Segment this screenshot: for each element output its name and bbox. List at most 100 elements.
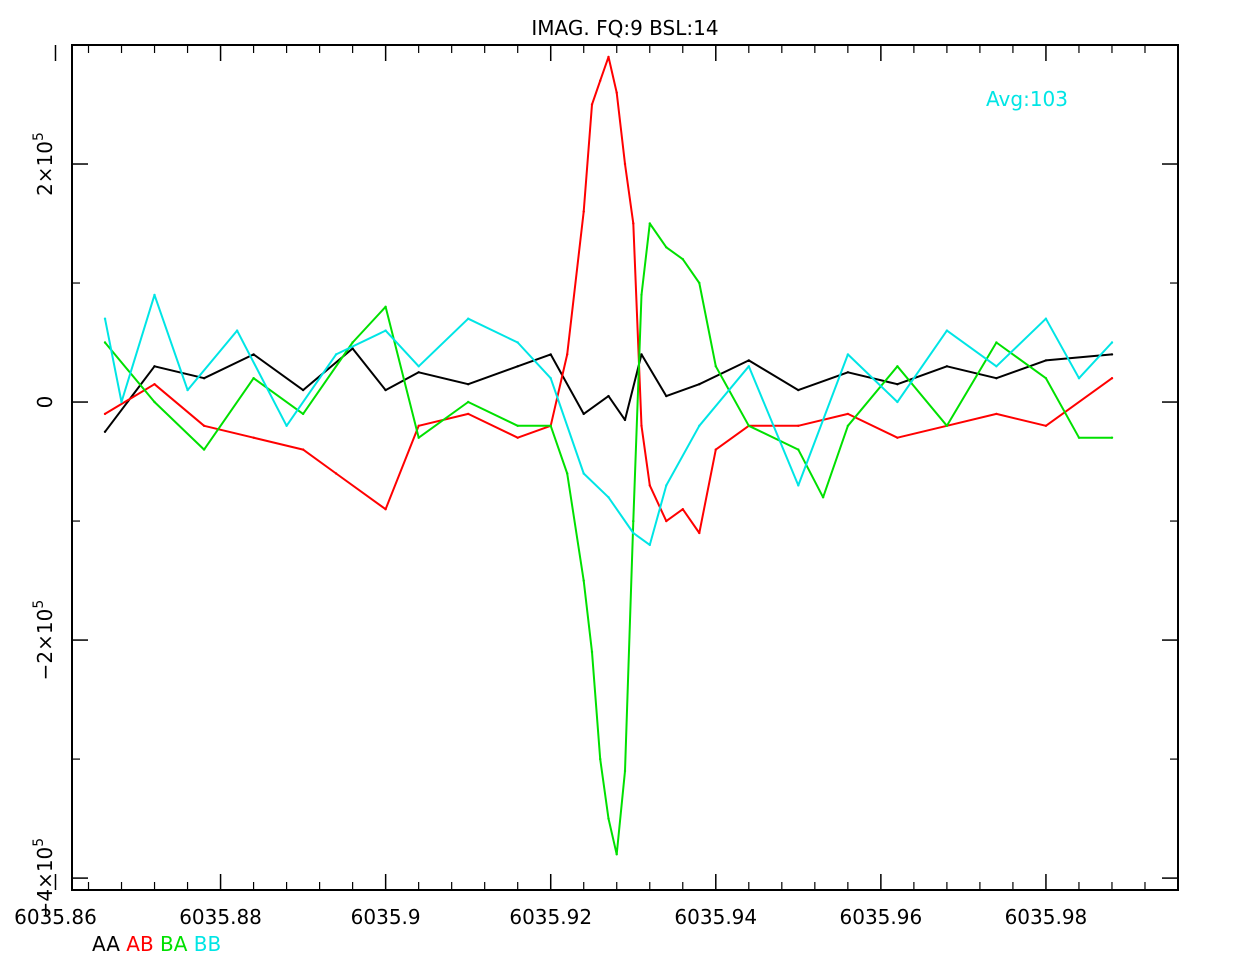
data-point: [640, 293, 643, 297]
data-point: [417, 371, 420, 374]
data-point: [846, 371, 850, 374]
x-tick-label: 6035.92: [509, 905, 592, 929]
data-point: [607, 394, 610, 398]
data-point: [714, 365, 717, 368]
data-point: [516, 365, 519, 368]
data-point: [632, 222, 635, 225]
data-point: [549, 377, 552, 380]
data-point: [896, 365, 899, 368]
data-point: [648, 484, 651, 487]
data-point: [665, 519, 668, 523]
data-point: [995, 365, 998, 368]
data-point: [516, 436, 519, 439]
data-point: [846, 424, 850, 427]
data-point: [301, 412, 305, 416]
data-point: [202, 377, 206, 380]
data-point: [301, 388, 305, 392]
data-point: [615, 853, 618, 856]
x-tick-label: 6035.86: [14, 905, 97, 929]
data-point: [103, 341, 107, 344]
data-point: [607, 496, 610, 499]
y-tick-label: 0: [33, 396, 57, 409]
data-point: [334, 353, 338, 356]
data-point: [607, 817, 610, 820]
data-point: [566, 353, 569, 356]
data-point: [648, 543, 651, 547]
data-point: [153, 400, 156, 404]
data-point: [623, 418, 627, 422]
data-point: [285, 424, 288, 427]
y-tick-label: −4×105: [31, 838, 57, 919]
data-point: [747, 359, 750, 362]
data-point: [1110, 377, 1114, 380]
data-point: [797, 448, 800, 451]
data-point: [896, 400, 899, 404]
data-point: [384, 329, 387, 332]
data-point: [301, 448, 305, 451]
data-point: [582, 472, 585, 475]
data-point: [252, 436, 255, 439]
data-point: [582, 579, 585, 582]
data-point: [747, 365, 750, 368]
data-point: [417, 365, 420, 368]
y-tick-label: −2×105: [31, 600, 57, 681]
data-point: [467, 317, 470, 320]
legend-item-AA: AA: [92, 932, 120, 956]
data-point: [467, 412, 470, 416]
data-point: [1044, 359, 1048, 362]
data-point: [648, 222, 651, 225]
data-point: [549, 353, 552, 356]
data-point: [640, 353, 643, 356]
series-line-AB: [104, 55, 1113, 534]
data-point: [1044, 317, 1048, 320]
data-point: [384, 508, 387, 511]
x-tick-label: 6035.88: [179, 905, 262, 929]
y-tick-label: 2×105: [31, 132, 57, 196]
data-point: [1110, 341, 1114, 344]
data-point: [153, 383, 156, 386]
data-point: [334, 472, 338, 475]
data-point: [615, 91, 618, 94]
data-point: [384, 388, 387, 392]
data-point: [599, 757, 602, 761]
data-point: [797, 388, 800, 392]
data-point: [698, 383, 701, 386]
x-tick-label: 6035.96: [840, 905, 923, 929]
y-axis: 2×105 0 −2×105 −4×105: [31, 44, 1178, 919]
data-point: [1077, 377, 1081, 380]
data-point: [747, 424, 750, 427]
plot-frame: [71, 44, 1179, 891]
data-point: [821, 496, 825, 499]
data-point: [945, 365, 949, 368]
data-point: [582, 412, 585, 416]
data-point: [995, 412, 998, 416]
data-point: [590, 650, 594, 654]
legend-item-BA: BA: [154, 932, 188, 956]
data-point: [665, 394, 668, 398]
data-point: [467, 383, 470, 386]
data-point: [202, 448, 206, 451]
data-point: [1077, 436, 1081, 439]
x-axis: 6035.86 6035.88 6035.9 6035.92 6035.94 6035.9…: [14, 45, 1146, 929]
data-point: [582, 210, 585, 213]
series-line-BB: [104, 293, 1113, 546]
data-point: [566, 472, 569, 475]
data-point: [599, 79, 602, 82]
series-BA: [103, 222, 1114, 856]
data-point: [846, 412, 850, 416]
data-point: [516, 424, 519, 427]
data-point: [153, 293, 156, 297]
x-tick-label: 6035.94: [674, 905, 757, 929]
data-point: [632, 531, 635, 535]
data-point: [351, 347, 354, 350]
data-point: [632, 519, 635, 523]
data-point: [103, 412, 107, 416]
data-point: [623, 162, 627, 166]
series-AA: [103, 347, 1114, 433]
data-point: [640, 424, 643, 427]
series-line-BA: [104, 222, 1112, 856]
data-point: [797, 424, 800, 427]
data-point: [681, 508, 684, 511]
data-point: [681, 258, 684, 261]
